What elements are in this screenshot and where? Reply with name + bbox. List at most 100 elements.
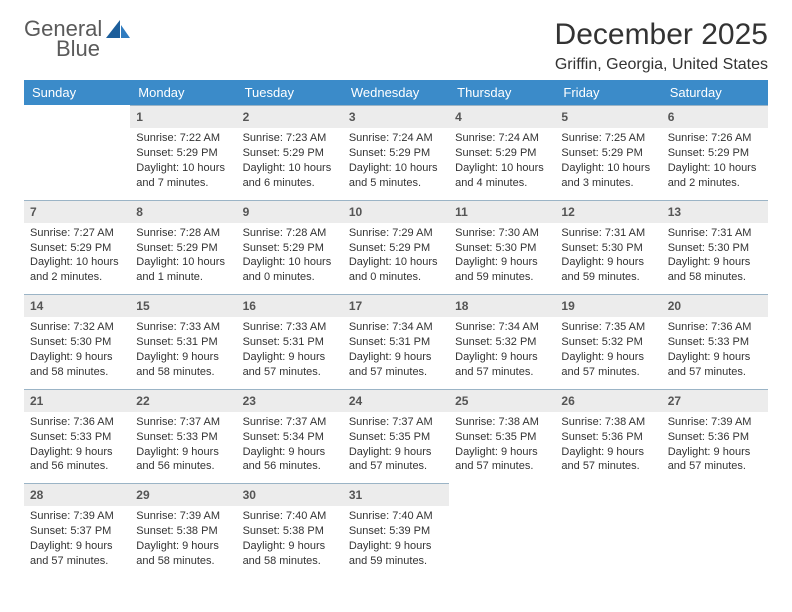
sunset-text: Sunset: 5:31 PM <box>243 335 337 350</box>
calendar-day-cell: 20Sunrise: 7:36 AMSunset: 5:33 PMDayligh… <box>662 294 768 389</box>
sunrise-text: Sunrise: 7:26 AM <box>668 131 762 146</box>
day-details: Sunrise: 7:26 AMSunset: 5:29 PMDaylight:… <box>662 128 768 198</box>
day-details: Sunrise: 7:32 AMSunset: 5:30 PMDaylight:… <box>24 317 130 387</box>
calendar-day-cell: 21Sunrise: 7:36 AMSunset: 5:33 PMDayligh… <box>24 388 130 483</box>
calendar-day-cell: 7Sunrise: 7:27 AMSunset: 5:29 PMDaylight… <box>24 199 130 294</box>
sunrise-text: Sunrise: 7:40 AM <box>349 509 443 524</box>
sunset-text: Sunset: 5:29 PM <box>30 241 124 256</box>
daylight-line2: and 5 minutes. <box>349 176 443 191</box>
daylight-line2: and 0 minutes. <box>243 270 337 285</box>
daylight-line2: and 57 minutes. <box>455 365 549 380</box>
weekday-header: Wednesday <box>343 80 449 105</box>
daylight-line1: Daylight: 10 hours <box>30 255 124 270</box>
day-number: 2 <box>237 105 343 128</box>
sunrise-text: Sunrise: 7:37 AM <box>243 415 337 430</box>
day-number: 23 <box>237 389 343 412</box>
day-details: Sunrise: 7:31 AMSunset: 5:30 PMDaylight:… <box>662 223 768 293</box>
daylight-line2: and 58 minutes. <box>243 554 337 569</box>
day-number: 21 <box>24 389 130 412</box>
daylight-line1: Daylight: 9 hours <box>668 255 762 270</box>
day-details: Sunrise: 7:23 AMSunset: 5:29 PMDaylight:… <box>237 128 343 198</box>
calendar-day-cell: 29Sunrise: 7:39 AMSunset: 5:38 PMDayligh… <box>130 483 236 578</box>
calendar-week-row: 28Sunrise: 7:39 AMSunset: 5:37 PMDayligh… <box>24 483 768 578</box>
sunset-text: Sunset: 5:29 PM <box>455 146 549 161</box>
sunrise-text: Sunrise: 7:38 AM <box>561 415 655 430</box>
weekday-header: Friday <box>555 80 661 105</box>
calendar-day-cell: 22Sunrise: 7:37 AMSunset: 5:33 PMDayligh… <box>130 388 236 483</box>
sunset-text: Sunset: 5:29 PM <box>561 146 655 161</box>
daylight-line1: Daylight: 9 hours <box>30 350 124 365</box>
daylight-line2: and 57 minutes. <box>30 554 124 569</box>
daylight-line1: Daylight: 9 hours <box>30 539 124 554</box>
day-details: Sunrise: 7:36 AMSunset: 5:33 PMDaylight:… <box>662 317 768 387</box>
day-number: 27 <box>662 389 768 412</box>
day-number: 7 <box>24 200 130 223</box>
daylight-line2: and 59 minutes. <box>349 554 443 569</box>
calendar-empty-cell <box>662 483 768 578</box>
weekday-header: Monday <box>130 80 236 105</box>
day-details: Sunrise: 7:24 AMSunset: 5:29 PMDaylight:… <box>343 128 449 198</box>
daylight-line1: Daylight: 10 hours <box>668 161 762 176</box>
daylight-line2: and 58 minutes. <box>136 365 230 380</box>
calendar-day-cell: 28Sunrise: 7:39 AMSunset: 5:37 PMDayligh… <box>24 483 130 578</box>
sunset-text: Sunset: 5:31 PM <box>136 335 230 350</box>
sunrise-text: Sunrise: 7:23 AM <box>243 131 337 146</box>
calendar-empty-cell <box>555 483 661 578</box>
day-details: Sunrise: 7:33 AMSunset: 5:31 PMDaylight:… <box>130 317 236 387</box>
sunset-text: Sunset: 5:33 PM <box>668 335 762 350</box>
sunset-text: Sunset: 5:30 PM <box>455 241 549 256</box>
daylight-line1: Daylight: 10 hours <box>349 255 443 270</box>
sunrise-text: Sunrise: 7:38 AM <box>455 415 549 430</box>
calendar-week-row: 14Sunrise: 7:32 AMSunset: 5:30 PMDayligh… <box>24 294 768 389</box>
daylight-line2: and 58 minutes. <box>136 554 230 569</box>
daylight-line1: Daylight: 10 hours <box>136 255 230 270</box>
calendar-body: 1Sunrise: 7:22 AMSunset: 5:29 PMDaylight… <box>24 105 768 577</box>
sunrise-text: Sunrise: 7:34 AM <box>455 320 549 335</box>
day-details: Sunrise: 7:30 AMSunset: 5:30 PMDaylight:… <box>449 223 555 293</box>
daylight-line1: Daylight: 9 hours <box>136 539 230 554</box>
calendar-week-row: 1Sunrise: 7:22 AMSunset: 5:29 PMDaylight… <box>24 105 768 199</box>
calendar-day-cell: 2Sunrise: 7:23 AMSunset: 5:29 PMDaylight… <box>237 105 343 199</box>
calendar-day-cell: 1Sunrise: 7:22 AMSunset: 5:29 PMDaylight… <box>130 105 236 199</box>
calendar-day-cell: 17Sunrise: 7:34 AMSunset: 5:31 PMDayligh… <box>343 294 449 389</box>
day-number: 10 <box>343 200 449 223</box>
sunrise-text: Sunrise: 7:36 AM <box>30 415 124 430</box>
daylight-line2: and 58 minutes. <box>30 365 124 380</box>
calendar-day-cell: 16Sunrise: 7:33 AMSunset: 5:31 PMDayligh… <box>237 294 343 389</box>
daylight-line2: and 2 minutes. <box>30 270 124 285</box>
brand-word-2: Blue <box>56 38 100 60</box>
calendar-day-cell: 27Sunrise: 7:39 AMSunset: 5:36 PMDayligh… <box>662 388 768 483</box>
daylight-line2: and 57 minutes. <box>561 459 655 474</box>
day-details: Sunrise: 7:28 AMSunset: 5:29 PMDaylight:… <box>130 223 236 293</box>
daylight-line1: Daylight: 9 hours <box>136 350 230 365</box>
daylight-line1: Daylight: 9 hours <box>668 445 762 460</box>
calendar-day-cell: 23Sunrise: 7:37 AMSunset: 5:34 PMDayligh… <box>237 388 343 483</box>
daylight-line2: and 57 minutes. <box>349 365 443 380</box>
day-number: 30 <box>237 483 343 506</box>
day-details: Sunrise: 7:29 AMSunset: 5:29 PMDaylight:… <box>343 223 449 293</box>
calendar-day-cell: 19Sunrise: 7:35 AMSunset: 5:32 PMDayligh… <box>555 294 661 389</box>
day-number: 20 <box>662 294 768 317</box>
daylight-line1: Daylight: 9 hours <box>349 539 443 554</box>
month-title: December 2025 <box>555 18 768 52</box>
daylight-line2: and 58 minutes. <box>668 270 762 285</box>
day-number: 28 <box>24 483 130 506</box>
daylight-line1: Daylight: 10 hours <box>136 161 230 176</box>
daylight-line1: Daylight: 9 hours <box>455 255 549 270</box>
daylight-line2: and 56 minutes. <box>136 459 230 474</box>
day-number: 16 <box>237 294 343 317</box>
calendar-day-cell: 9Sunrise: 7:28 AMSunset: 5:29 PMDaylight… <box>237 199 343 294</box>
day-number: 11 <box>449 200 555 223</box>
sunrise-text: Sunrise: 7:39 AM <box>136 509 230 524</box>
calendar-table: SundayMondayTuesdayWednesdayThursdayFrid… <box>24 80 768 578</box>
daylight-line2: and 0 minutes. <box>349 270 443 285</box>
weekday-header: Thursday <box>449 80 555 105</box>
day-number: 13 <box>662 200 768 223</box>
daylight-line1: Daylight: 9 hours <box>561 255 655 270</box>
daylight-line2: and 57 minutes. <box>243 365 337 380</box>
calendar-day-cell: 6Sunrise: 7:26 AMSunset: 5:29 PMDaylight… <box>662 105 768 199</box>
daylight-line1: Daylight: 10 hours <box>455 161 549 176</box>
sunrise-text: Sunrise: 7:39 AM <box>30 509 124 524</box>
sunrise-text: Sunrise: 7:34 AM <box>349 320 443 335</box>
calendar-day-cell: 25Sunrise: 7:38 AMSunset: 5:35 PMDayligh… <box>449 388 555 483</box>
